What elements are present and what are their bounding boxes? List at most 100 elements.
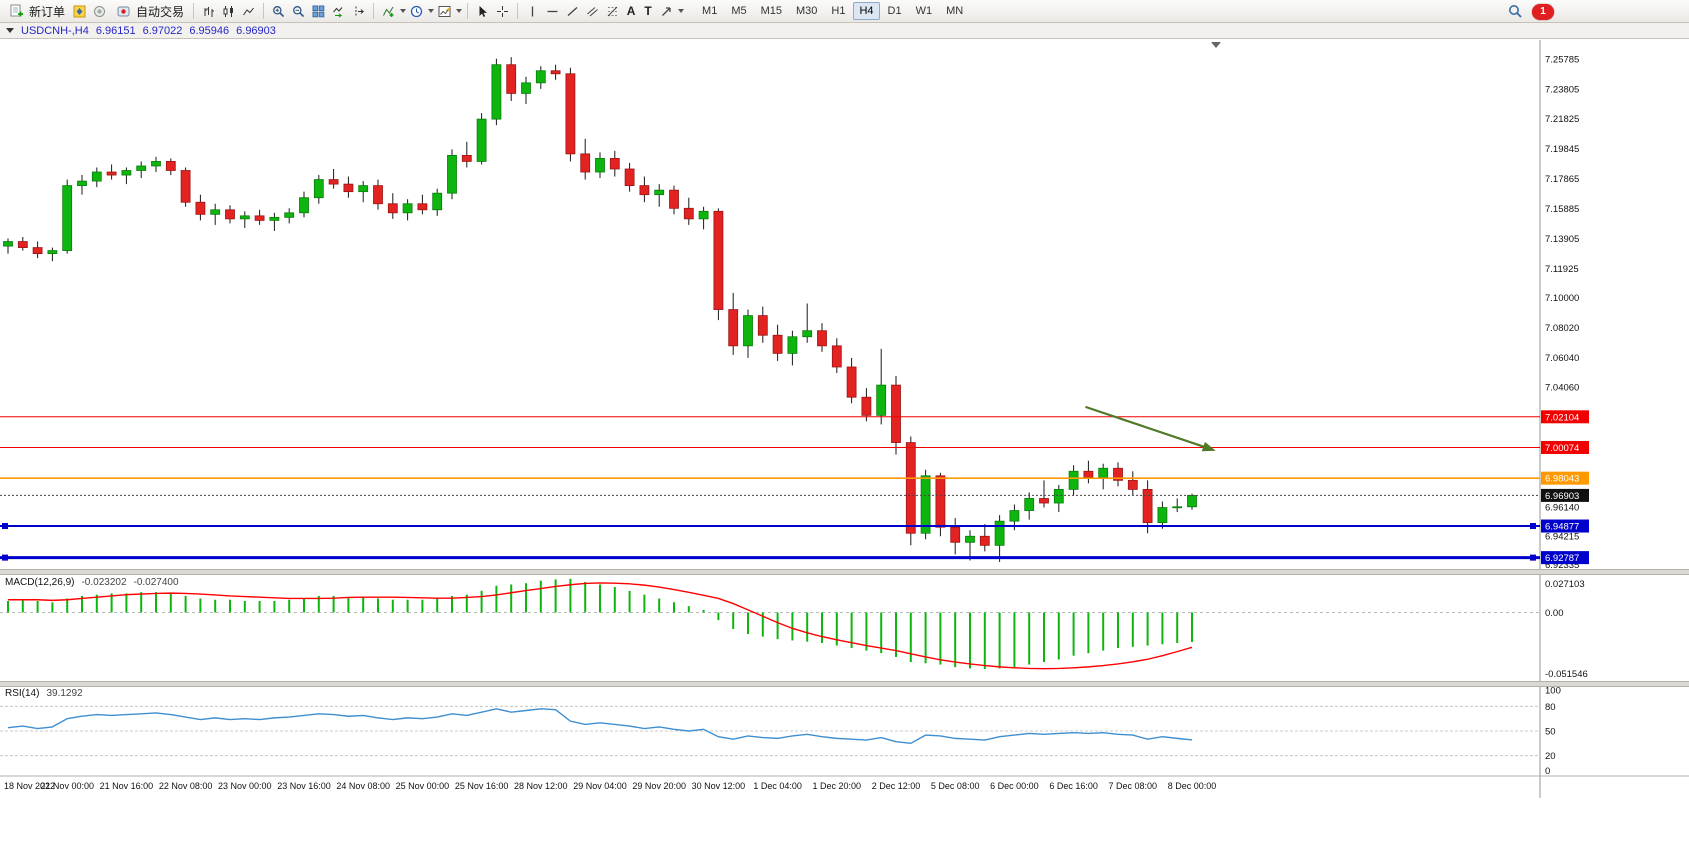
options-button[interactable] (90, 2, 109, 21)
timeframe-button-MN[interactable]: MN (946, 5, 964, 17)
svg-text:7.17865: 7.17865 (1545, 174, 1579, 185)
crosshair-button[interactable] (493, 2, 512, 21)
templates-button[interactable] (435, 2, 454, 21)
horizontal-line-tool-button[interactable] (543, 2, 562, 21)
toolbar-separator (193, 3, 195, 19)
text-tool-button[interactable]: A (626, 4, 636, 18)
line-handle (1530, 554, 1536, 561)
svg-text:7 Dec 08:00: 7 Dec 08:00 (1109, 781, 1158, 791)
timeframes-dropdown-arrow[interactable] (428, 9, 435, 13)
macd-panel-splitter[interactable] (0, 569, 1689, 575)
candlestick-series (3, 57, 1197, 562)
svg-text:0.027103: 0.027103 (1545, 579, 1585, 590)
svg-text:-0.051546: -0.051546 (1545, 669, 1588, 680)
timeframe-button-M1[interactable]: M1 (702, 5, 718, 17)
toolbar-separator (263, 3, 265, 19)
timeframe-button-D1[interactable]: D1 (887, 5, 902, 17)
svg-text:29 Nov 20:00: 29 Nov 20:00 (632, 781, 686, 791)
chart-shift-marker[interactable] (1211, 42, 1221, 48)
cursor-pointer-button[interactable] (473, 2, 492, 21)
line-chart-mode-button[interactable] (239, 2, 258, 21)
candlestick-mode-button[interactable] (219, 2, 238, 21)
new-order-icon (7, 2, 26, 21)
price-badge (1541, 471, 1589, 485)
metaeditor-button[interactable] (70, 2, 89, 21)
ohlc-low: 6.95946 (189, 24, 230, 37)
macd-signal-value: -0.027400 (133, 577, 179, 588)
svg-text:2 Dec 12:00: 2 Dec 12:00 (872, 781, 921, 791)
timeframe-button-W1[interactable]: W1 (915, 5, 933, 17)
svg-text:23 Nov 16:00: 23 Nov 16:00 (277, 781, 331, 791)
svg-text:0.00: 0.00 (1545, 608, 1564, 619)
new-order-label: 新订单 (29, 4, 66, 19)
chart-shift-button[interactable] (349, 2, 368, 21)
timeframe-button-M15[interactable]: M15 (760, 5, 782, 17)
rsi-panel-splitter[interactable] (0, 681, 1689, 687)
horizontal-line-6.94877[interactable] (0, 523, 1540, 530)
rsi-line (7, 708, 1193, 745)
trend-arrow[interactable] (1085, 405, 1216, 452)
arrows-tool-button[interactable] (657, 2, 676, 21)
svg-text:7.04060: 7.04060 (1545, 383, 1579, 394)
notification-badge[interactable]: 1 (1532, 3, 1554, 20)
timeframe-button-M30[interactable]: M30 (796, 5, 818, 17)
ohlc-close: 6.96903 (236, 24, 276, 37)
svg-text:6.96140: 6.96140 (1545, 502, 1579, 513)
svg-text:7.06040: 7.06040 (1545, 353, 1579, 364)
trendline-tool-button[interactable] (563, 2, 582, 21)
price-badges: 7.02104 7.00074 6.98043 6.96903 6.94877 6.927… (1541, 410, 1589, 565)
macd-name: MACD(12,26,9) (5, 577, 75, 588)
svg-text:25 Nov 16:00: 25 Nov 16:00 (455, 781, 509, 791)
algo-trading-button[interactable]: 自动交易 (110, 1, 188, 22)
label-tool-button[interactable]: T (644, 4, 652, 18)
svg-text:7.19845: 7.19845 (1545, 144, 1579, 155)
one-click-trading-toggle[interactable] (6, 28, 14, 33)
equidistant-channel-tool-button[interactable] (583, 2, 602, 21)
bar-chart-mode-button[interactable] (199, 2, 218, 21)
zoom-in-button[interactable] (269, 2, 288, 21)
indicators-button[interactable] (379, 2, 398, 21)
tile-windows-button[interactable] (309, 2, 328, 21)
arrows-dropdown-arrow[interactable] (678, 9, 685, 13)
rsi-name: RSI(14) (5, 688, 40, 699)
indicators-dropdown-arrow[interactable] (400, 9, 407, 13)
svg-text:100: 100 (1545, 686, 1561, 697)
algo-trading-icon (114, 2, 133, 21)
timeframes-clock-button[interactable] (407, 2, 426, 21)
line-handle (1530, 523, 1536, 530)
timeframe-button-M5[interactable]: M5 (731, 5, 747, 17)
price-badge (1541, 440, 1589, 454)
svg-text:6.94877: 6.94877 (1545, 522, 1579, 533)
horizontal-line-6.92787[interactable] (0, 554, 1540, 561)
ohlc-open: 6.96151 (95, 24, 136, 37)
svg-text:0: 0 (1545, 766, 1550, 777)
ohlc-high: 6.97022 (142, 24, 183, 37)
svg-text:20: 20 (1545, 751, 1556, 762)
svg-text:6 Dec 00:00: 6 Dec 00:00 (990, 781, 1039, 791)
new-order-button[interactable]: 新订单 (3, 1, 69, 22)
timeframe-button-H4[interactable]: H4 (853, 2, 880, 20)
toolbar-right-group: 1 (1506, 2, 1554, 21)
svg-text:30 Nov 12:00: 30 Nov 12:00 (692, 781, 746, 791)
svg-text:6.92787: 6.92787 (1545, 553, 1579, 564)
macd-panel-label: MACD(12,26,9) -0.023202 -0.027400 (5, 577, 179, 588)
svg-text:6.94215: 6.94215 (1545, 532, 1579, 543)
svg-text:7.00074: 7.00074 (1545, 443, 1579, 454)
price-badge (1541, 410, 1589, 424)
fibonacci-tool-button[interactable] (603, 2, 622, 21)
templates-dropdown-arrow[interactable] (456, 9, 463, 13)
toolbar-separator (517, 3, 519, 19)
rsi-panel-label: RSI(14) 39.1292 (5, 688, 83, 699)
svg-text:7.25785: 7.25785 (1545, 54, 1579, 65)
svg-text:8 Dec 00:00: 8 Dec 00:00 (1168, 781, 1217, 791)
macd-signal-line (8, 582, 1193, 670)
auto-scroll-button[interactable] (329, 2, 348, 21)
search-icon[interactable] (1506, 2, 1525, 21)
zoom-out-button[interactable] (289, 2, 308, 21)
vertical-line-t onool-button[interactable] (523, 2, 542, 21)
timeframe-button-H1[interactable]: H1 (831, 5, 846, 17)
svg-text:22 Nov 08:00: 22 Nov 08:00 (159, 781, 213, 791)
